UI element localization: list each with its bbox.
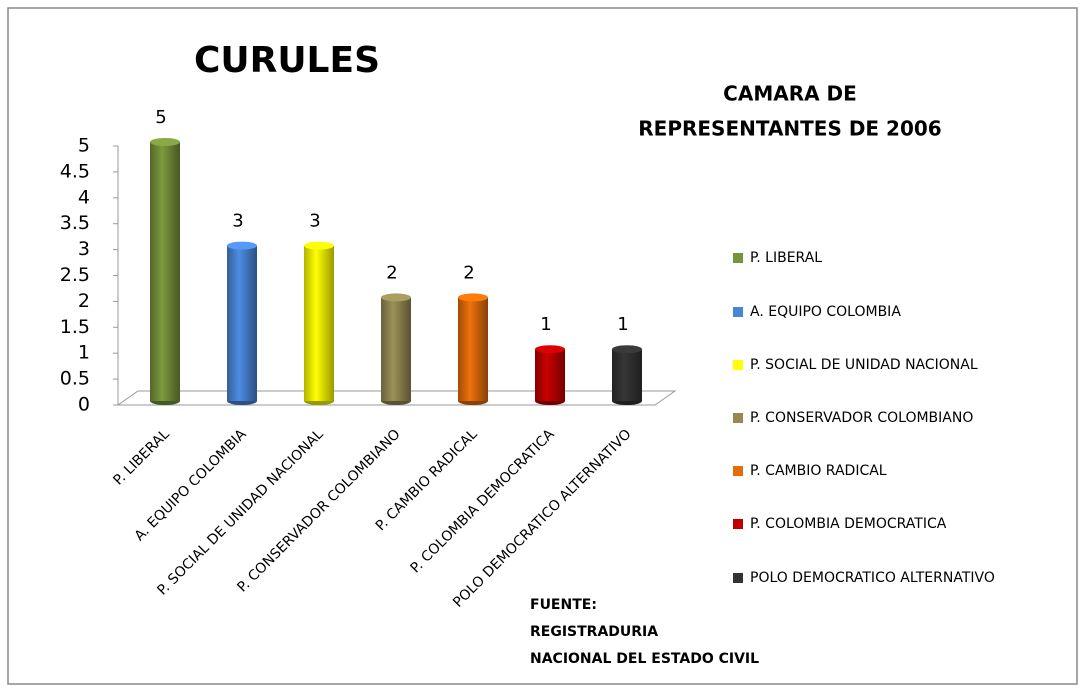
chart-subtitle: REPRESENTANTES DE 2006 xyxy=(638,117,941,141)
legend-label: A. EQUIPO COLOMBIA xyxy=(750,304,901,320)
y-tick-label: 3.5 xyxy=(60,212,90,234)
legend-label: P. SOCIAL DE UNIDAD NACIONAL xyxy=(750,357,978,373)
y-tick-label: 2.5 xyxy=(60,264,90,286)
value-label: 3 xyxy=(309,211,320,232)
bar-top xyxy=(612,345,642,354)
bar xyxy=(381,297,411,401)
y-tick-label: 1.5 xyxy=(60,316,90,338)
bar xyxy=(535,349,565,401)
bar-top xyxy=(458,293,488,302)
annotation: REGISTRADURIA xyxy=(530,624,658,640)
legend-label: P. CAMBIO RADICAL xyxy=(750,463,887,479)
chart-subtitle: CAMARA DE xyxy=(723,82,857,106)
value-label: 2 xyxy=(463,262,474,283)
legend-swatch xyxy=(733,519,743,529)
value-label: 3 xyxy=(232,211,243,232)
bar xyxy=(458,297,488,401)
bar-top xyxy=(227,241,257,250)
bar xyxy=(227,245,257,401)
legend-swatch xyxy=(733,573,743,583)
annotation: NACIONAL DEL ESTADO CIVIL xyxy=(530,651,759,667)
y-tick-label: 4 xyxy=(78,186,90,208)
bar-top xyxy=(150,138,180,146)
bar xyxy=(612,349,642,401)
value-label: 5 xyxy=(155,107,166,128)
legend-label: P. CONSERVADOR COLOMBIANO xyxy=(750,410,973,426)
bar xyxy=(304,245,334,401)
legend-swatch xyxy=(733,466,743,476)
bar-top xyxy=(304,241,334,250)
value-label: 1 xyxy=(540,314,551,335)
chart-title: CURULES xyxy=(194,40,380,81)
legend-label: P. COLOMBIA DEMOCRATICA xyxy=(750,516,947,532)
legend-swatch xyxy=(733,413,743,423)
legend-swatch xyxy=(733,307,743,317)
annotation: FUENTE: xyxy=(530,597,597,613)
value-label: 1 xyxy=(617,314,628,335)
legend-swatch xyxy=(733,253,743,263)
y-tick-label: 2 xyxy=(78,290,90,312)
y-tick-label: 3 xyxy=(78,238,90,260)
legend-swatch xyxy=(733,360,743,370)
y-tick-label: 5 xyxy=(78,135,90,157)
bar-top xyxy=(535,345,565,354)
y-tick-label: 0 xyxy=(78,394,90,416)
y-tick-label: 4.5 xyxy=(60,160,90,182)
y-tick-label: 0.5 xyxy=(60,368,90,390)
bar xyxy=(150,142,180,401)
bar-top xyxy=(381,293,411,302)
legend-label: P. LIBERAL xyxy=(750,250,822,266)
value-label: 2 xyxy=(386,262,397,283)
y-tick-label: 1 xyxy=(78,342,90,364)
legend-label: POLO DEMOCRATICO ALTERNATIVO xyxy=(750,570,995,586)
